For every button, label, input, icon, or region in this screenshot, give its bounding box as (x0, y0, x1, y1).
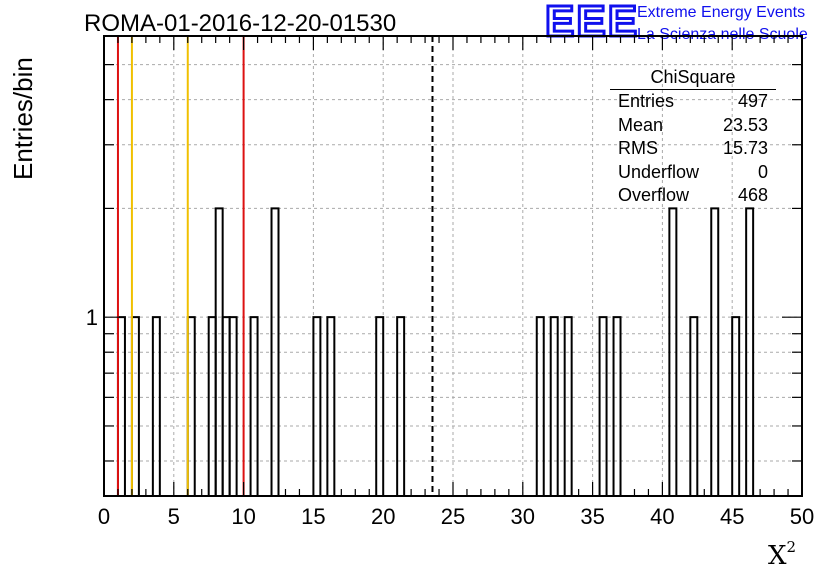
x-tick-label: 0 (98, 504, 110, 529)
stats-value: 468 (737, 185, 768, 205)
x-tick-label: 40 (650, 504, 674, 529)
x-axis-label-superscript: 2 (786, 538, 797, 556)
histogram-bin (731, 316, 741, 496)
marker-lines (116, 36, 434, 496)
histogram-bin (186, 316, 196, 496)
stats-row-entries: Entries 497 (610, 90, 776, 114)
stats-row-overflow: Overflow 468 (610, 184, 776, 208)
stats-label: Entries (618, 91, 675, 111)
histogram-bin (249, 316, 259, 496)
histogram-bin (221, 316, 231, 496)
x-tick-label: 25 (441, 504, 465, 529)
histogram-bin (130, 316, 140, 496)
histogram-bin (689, 316, 699, 496)
x-tick-label: 5 (168, 504, 180, 529)
eee-logo: EEE Extreme Energy Events La Scienza nel… (543, 0, 835, 46)
stats-label: Overflow (618, 185, 690, 205)
histogram-bin (151, 316, 161, 496)
histogram-bin (745, 207, 755, 496)
x-axis-label-symbol: X (768, 541, 787, 571)
x-tick-label: 45 (720, 504, 744, 529)
histogram-bin (710, 207, 720, 496)
stats-box: ChiSquare Entries 497 Mean 23.53 RMS 15.… (610, 66, 776, 208)
x-tick-label: 30 (511, 504, 535, 529)
grid-lines (104, 36, 802, 496)
stats-value: 23.53 (722, 114, 768, 135)
stats-row-rms: RMS 15.73 (610, 137, 776, 161)
histogram-bin (612, 316, 622, 496)
stats-label: RMS (618, 138, 658, 158)
stats-row-underflow: Underflow 0 (610, 161, 776, 185)
logo-text-line1: Extreme Energy Events (637, 4, 806, 21)
histogram-bin (116, 316, 126, 496)
stats-value: 0 (757, 161, 768, 182)
histogram-bin (207, 316, 217, 496)
logo-mark: EEE (543, 0, 640, 46)
logo-text-line2: La Scienza nelle Scuole (637, 26, 808, 43)
y-tick-label: 1 (86, 305, 98, 330)
stats-value: 497 (737, 91, 768, 111)
stats-row-mean: Mean 23.53 (610, 114, 776, 138)
stats-title: ChiSquare (610, 66, 776, 90)
histogram-bin (326, 316, 336, 496)
x-tick-label: 10 (231, 504, 255, 529)
x-tick-label: 20 (371, 504, 395, 529)
histogram-bin (375, 316, 385, 496)
stats-label: Mean (618, 114, 664, 135)
plot-title: ROMA-01-2016-12-20-01530 (84, 10, 397, 37)
tick-labels: 0 5 10 15 20 25 30 35 40 45 50 1 (86, 305, 814, 529)
axes (103, 35, 803, 497)
histogram-bin (598, 316, 608, 496)
histogram-bin (535, 316, 545, 496)
histogram-bin (228, 316, 238, 496)
histogram-bin (396, 316, 406, 496)
histogram-bin (549, 316, 559, 496)
stats-label: Underflow (618, 161, 700, 182)
histogram-bin (270, 207, 280, 496)
histogram-bin (668, 207, 678, 496)
histogram-bin (563, 316, 573, 496)
x-tick-label: 50 (790, 504, 814, 529)
x-tick-label: 15 (301, 504, 325, 529)
x-tick-label: 35 (580, 504, 604, 529)
histogram-bin (312, 316, 322, 496)
x-axis-label: X2 (768, 538, 796, 571)
stats-value: 15.73 (722, 138, 768, 158)
